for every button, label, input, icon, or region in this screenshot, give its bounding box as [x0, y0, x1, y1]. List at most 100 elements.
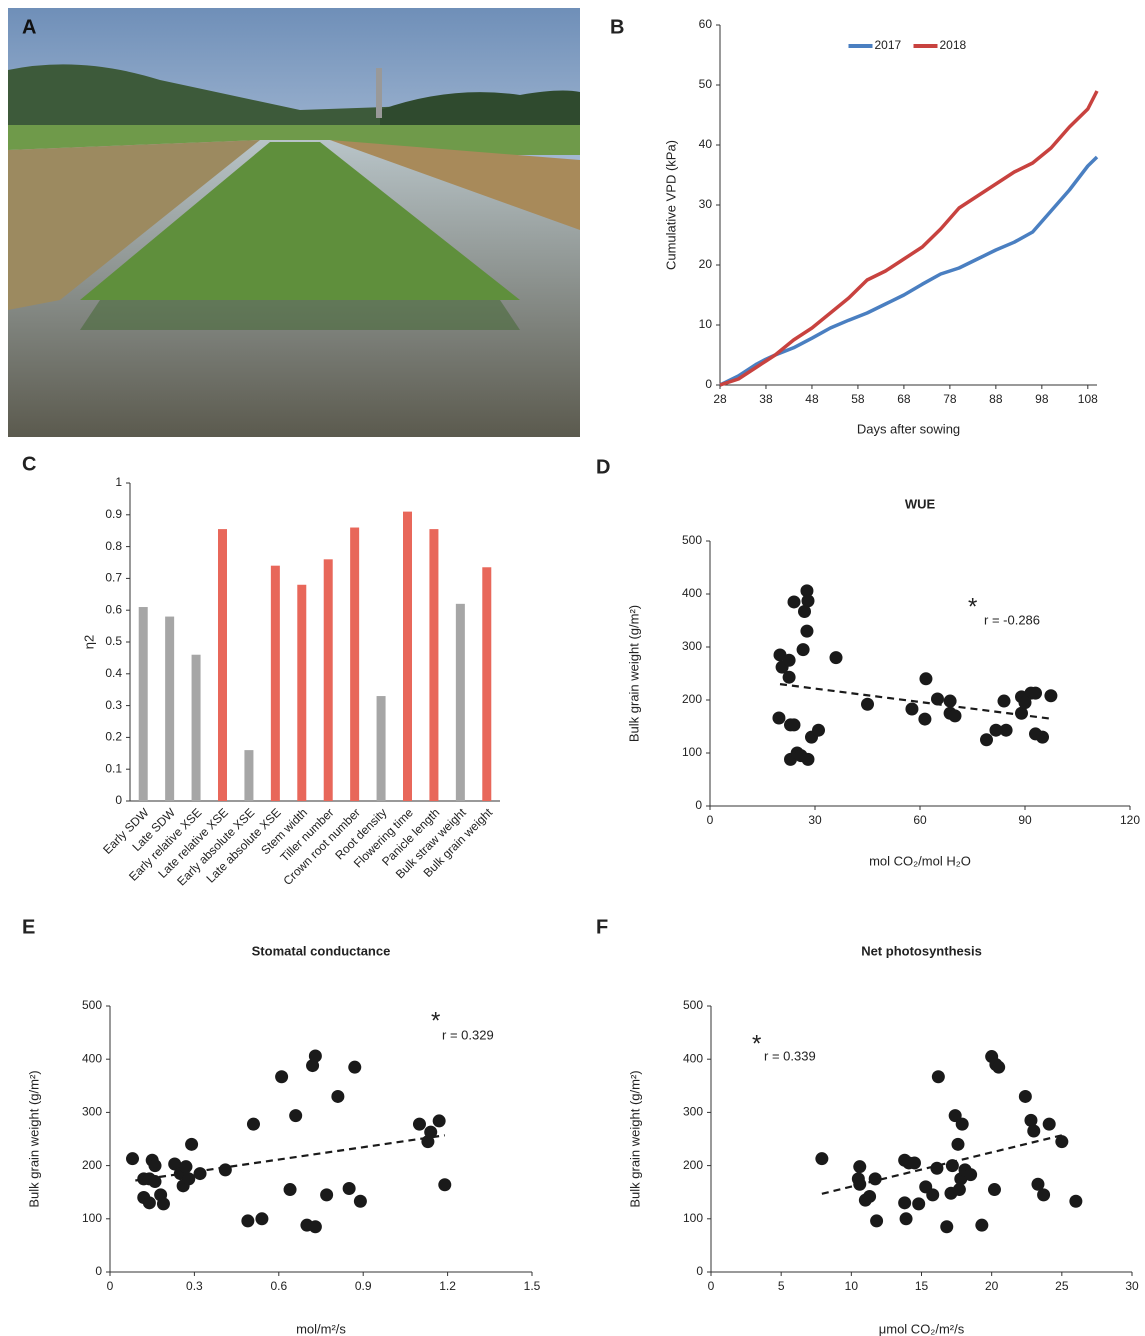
point: [853, 1160, 867, 1174]
legend-label: 2018: [940, 38, 967, 52]
point: [943, 694, 957, 708]
point: [898, 1196, 912, 1210]
y-tick-label: 30: [699, 197, 713, 211]
x-tick-label: 88: [989, 392, 1003, 406]
chart-title: WUE: [905, 496, 936, 511]
y-axis-label: Bulk grain weight (g/m²): [26, 1070, 41, 1207]
point: [992, 1060, 1006, 1074]
x-tick-label: 0: [707, 813, 714, 827]
point: [1036, 730, 1049, 744]
chart-title: Stomatal conductance: [252, 943, 391, 958]
point: [1018, 696, 1032, 710]
point: [289, 1109, 303, 1123]
x-tick-label: 10: [845, 1279, 859, 1293]
bar: [297, 584, 307, 801]
trendline: [779, 683, 1050, 720]
point: [940, 1220, 954, 1234]
point: [218, 1163, 232, 1177]
x-tick-label: 0: [708, 1279, 715, 1293]
x-axis-label: mol/m²/s: [296, 1321, 346, 1336]
point: [782, 653, 796, 667]
y-tick-label: 0: [705, 377, 712, 391]
point: [801, 594, 815, 608]
panel-label: C: [22, 453, 36, 475]
point: [1044, 689, 1058, 703]
point: [796, 643, 810, 657]
point: [801, 752, 815, 766]
point: [868, 1172, 882, 1186]
point: [1031, 1177, 1045, 1191]
y-tick-label: 0.3: [105, 698, 122, 712]
x-tick-label: 68: [897, 392, 911, 406]
y-axis-label: η2: [81, 635, 96, 649]
trendline: [135, 1134, 445, 1182]
y-tick-label: 400: [82, 1051, 102, 1065]
point: [931, 692, 944, 706]
point: [193, 1167, 207, 1181]
point: [1042, 1117, 1056, 1131]
y-tick-label: 40: [699, 137, 713, 151]
point: [861, 697, 874, 711]
y-tick-label: 60: [699, 17, 713, 31]
point: [308, 1220, 322, 1234]
point: [999, 723, 1013, 737]
point: [412, 1117, 426, 1131]
y-tick-label: 0: [696, 1264, 703, 1278]
y-tick-label: 0.1: [105, 761, 122, 775]
y-tick-label: 0.8: [105, 539, 122, 553]
point: [951, 1137, 965, 1151]
point: [246, 1117, 260, 1131]
y-tick-label: 0: [115, 793, 122, 807]
x-tick-label: 78: [943, 392, 957, 406]
point: [870, 1214, 884, 1228]
point: [955, 1117, 969, 1131]
bar: [138, 607, 148, 801]
point: [331, 1089, 345, 1103]
x-tick-label: 0.3: [186, 1279, 203, 1293]
point: [815, 1152, 829, 1166]
point: [1018, 1089, 1032, 1103]
x-axis-label: mol CO₂/mol H₂O: [869, 853, 971, 868]
point: [787, 595, 801, 609]
x-tick-label: 0: [107, 1279, 114, 1293]
bar: [455, 603, 465, 801]
significance-star: *: [752, 1030, 761, 1057]
y-tick-label: 300: [682, 639, 702, 653]
point: [432, 1114, 446, 1128]
y-tick-label: 0.4: [105, 666, 122, 680]
point: [342, 1181, 356, 1195]
line-series: [719, 90, 1099, 387]
point: [772, 711, 786, 725]
point: [945, 1159, 959, 1173]
significance-star: *: [431, 1007, 440, 1034]
x-tick-label: 58: [851, 392, 865, 406]
y-tick-label: 0.7: [105, 571, 122, 585]
y-tick-label: 0.6: [105, 602, 122, 616]
bar: [270, 565, 280, 801]
point: [348, 1060, 362, 1074]
point: [424, 1125, 438, 1139]
point: [320, 1188, 334, 1202]
point: [148, 1159, 162, 1173]
point: [1024, 1113, 1038, 1127]
r-annotation: r = -0.286: [984, 612, 1040, 627]
point: [156, 1197, 170, 1211]
bar: [244, 750, 254, 801]
point: [975, 1218, 989, 1232]
point: [987, 1183, 1001, 1197]
y-tick-label: 0.2: [105, 730, 122, 744]
point: [912, 1197, 926, 1211]
point: [782, 670, 796, 684]
y-tick-label: 0: [95, 1264, 102, 1278]
y-tick-label: 500: [82, 998, 102, 1012]
point: [275, 1070, 289, 1084]
y-tick-label: 300: [82, 1105, 102, 1119]
point: [1069, 1194, 1083, 1208]
panel-label: B: [610, 16, 624, 38]
point: [182, 1172, 196, 1186]
x-tick-label: 20: [985, 1279, 999, 1293]
point: [918, 712, 932, 726]
panel-label: E: [22, 916, 35, 938]
point: [798, 604, 811, 618]
